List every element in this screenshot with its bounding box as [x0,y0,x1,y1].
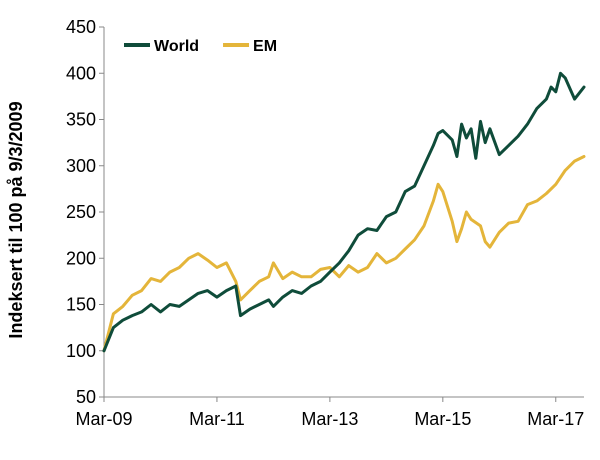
x-tick-label: Mar-17 [527,409,584,429]
y-tick-label: 50 [76,387,96,407]
legend: World EM [124,38,277,55]
series-line-em [102,155,586,353]
x-tick-label: Mar-13 [301,409,358,429]
x-tick-label: Mar-11 [189,409,245,429]
y-axis-title: Indeksert til 100 på 9/3/2009 [6,101,26,338]
y-tick-label: 100 [66,341,96,361]
y-tick-label: 150 [66,295,96,315]
legend-label-world: World [154,38,199,55]
y-tick-label: 300 [66,156,96,176]
y-tick-label: 400 [66,63,96,83]
y-tick-label: 250 [66,202,96,222]
y-tick-label: 450 [66,17,96,37]
series-line-world [102,71,586,353]
y-tick-label: 200 [66,248,96,268]
legend-label-em: EM [253,38,277,55]
series-layer [102,71,586,353]
y-tick-label: 350 [66,110,96,130]
axes: 50 100 150 200 250 300 350 400 450 Mar-09 Mar-11 Ma… [66,17,584,429]
x-tick-label: Mar-09 [75,409,132,429]
x-tick-label: Mar-15 [414,409,471,429]
